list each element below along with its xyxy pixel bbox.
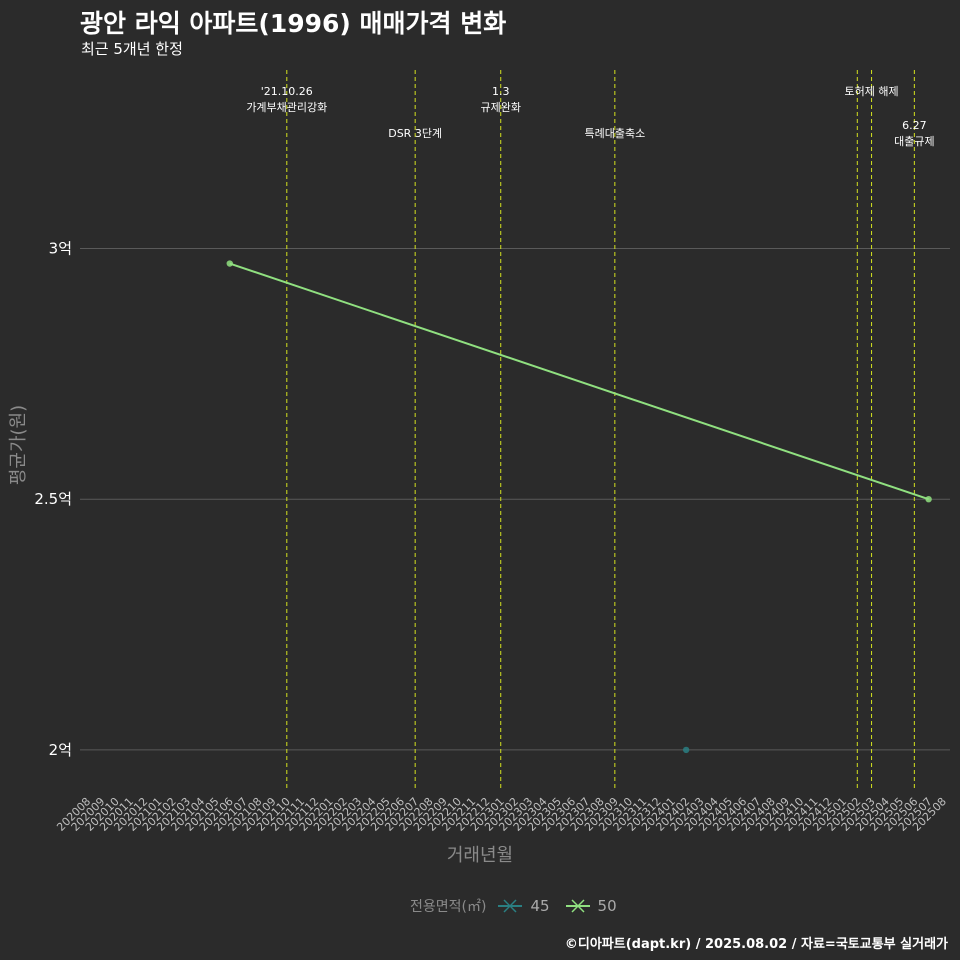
policy-annotation: 1.3	[492, 85, 510, 98]
series-point-45	[682, 746, 690, 754]
policy-annotation: 가계부채관리강화	[246, 101, 327, 114]
legend-title: 전용면적(㎡)	[410, 899, 487, 915]
chart-subtitle: 최근 5개년 한정	[81, 40, 183, 58]
policy-annotation: 6.27	[902, 119, 927, 132]
x-axis-label: 거래년월	[446, 845, 514, 866]
series-point-50	[226, 260, 233, 267]
y-axis-ticks: 2억 2.5억 3억	[34, 240, 72, 759]
legend-key-45	[498, 899, 523, 913]
y-tick-label: 2억	[49, 741, 72, 759]
legend-key-50	[565, 899, 590, 913]
y-gridlines	[80, 248, 950, 751]
policy-annotation: '21.10.26	[261, 85, 313, 98]
policy-annotation: 대출규제	[894, 135, 934, 148]
x-axis-ticks: 2020082020092020102020112020122021012021…	[54, 795, 949, 834]
policy-annotation: 특례대출축소	[584, 127, 645, 140]
series-line-50	[229, 262, 929, 501]
source-caption: ©디아파트(dapt.kr) / 2025.08.02 / 자료=국토교통부 실…	[564, 937, 948, 952]
y-tick-label: 3억	[49, 240, 72, 258]
legend-label-50: 50	[597, 897, 617, 915]
legend-label-45: 45	[530, 897, 550, 915]
legend: 전용면적(㎡) 45 50	[410, 896, 631, 916]
policy-annotation: 토허제 해제	[845, 84, 899, 98]
data-series	[226, 260, 932, 754]
chart-title: 광안 라익 아파트(1996) 매매가격 변화	[80, 9, 507, 38]
y-tick-label: 2.5억	[34, 490, 72, 508]
policy-annotation: 규제완화	[480, 101, 520, 114]
series-point-50	[925, 495, 932, 503]
y-axis-label: 평균가(원)	[8, 404, 29, 486]
policy-annotation: DSR 3단계	[388, 127, 442, 140]
